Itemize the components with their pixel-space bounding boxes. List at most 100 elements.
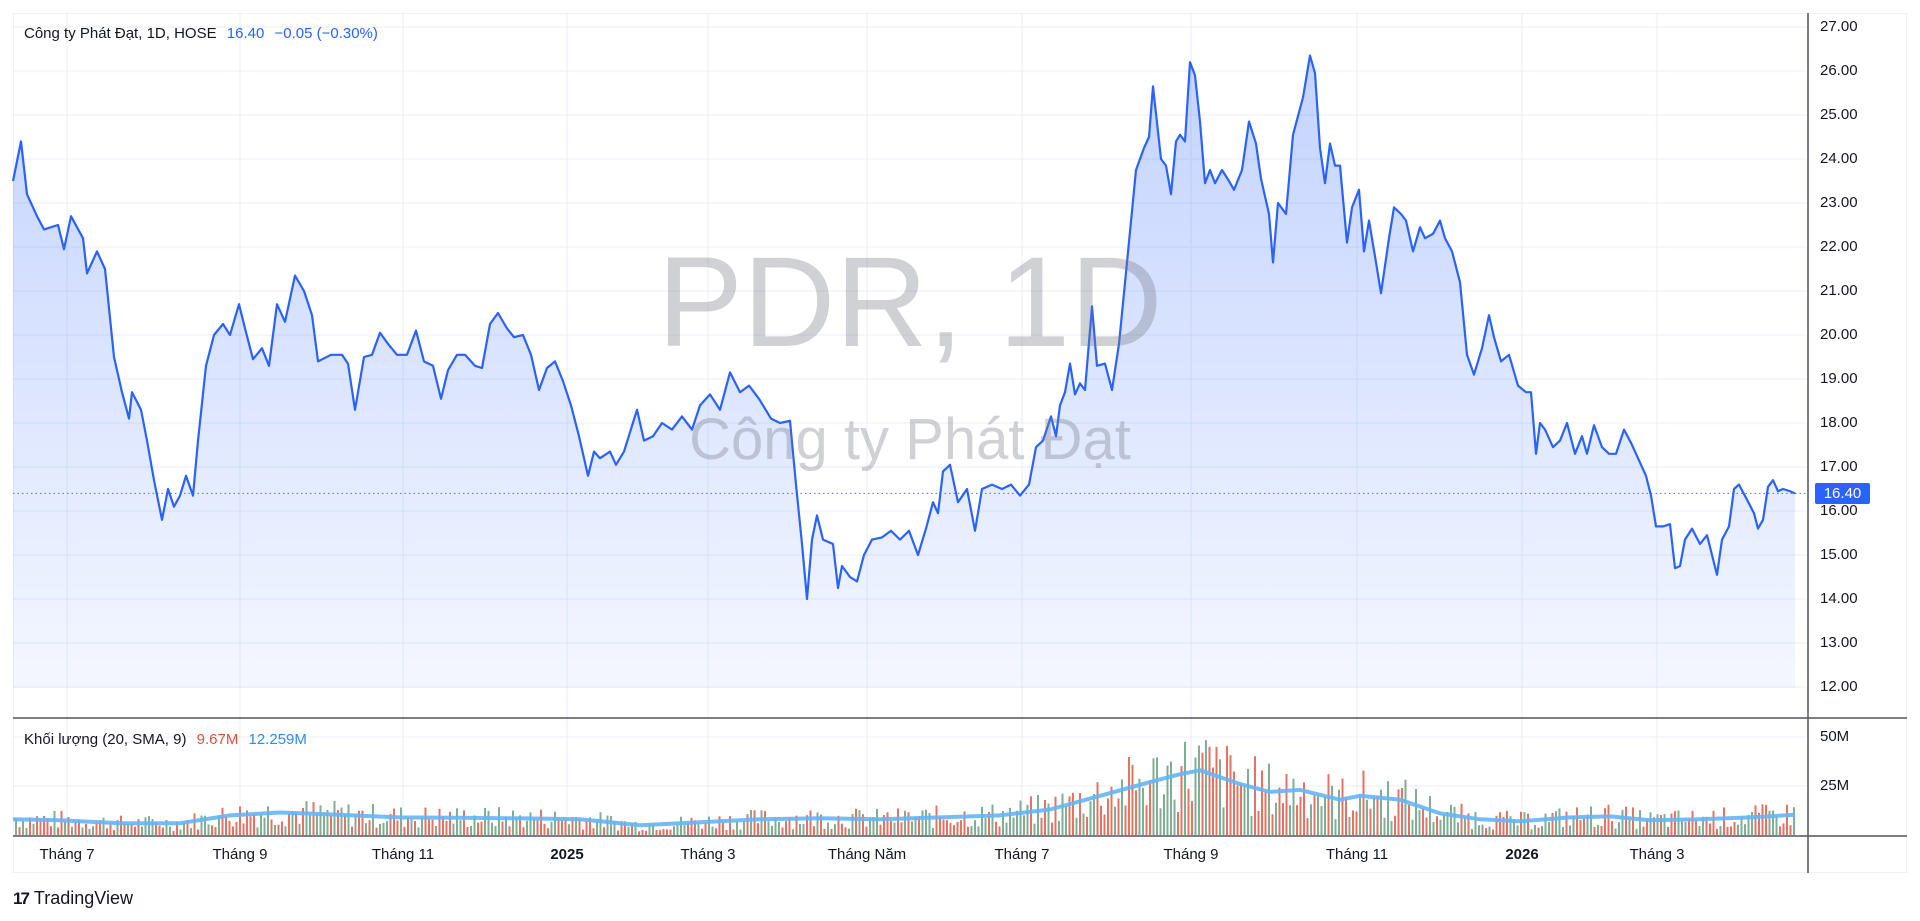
volume-bar (305, 801, 308, 835)
volume-bar (1397, 789, 1400, 835)
tradingview-logo[interactable]: 17 TradingView (13, 888, 133, 909)
volume-bar (1341, 778, 1344, 835)
volume-bar (165, 820, 168, 835)
volume-bar (715, 828, 717, 835)
volume-bar (827, 822, 829, 835)
volume-bar (1023, 815, 1025, 835)
volume-bar (1467, 813, 1470, 835)
volume-bar (74, 821, 77, 835)
volume-bar (1292, 778, 1295, 835)
volume-bar (760, 810, 763, 835)
volume-bar (1621, 809, 1624, 835)
volume-bar (1604, 808, 1606, 835)
volume-bar (781, 827, 784, 835)
price-tick: 23.00 (1820, 194, 1858, 211)
volume-bar (974, 820, 976, 835)
volume-legend[interactable]: Khối lượng (20, SMA, 9) 9.67M 12.259M (24, 731, 313, 748)
volume-bar (1107, 798, 1109, 835)
volume-bar (907, 812, 910, 835)
volume-bar (1527, 813, 1529, 835)
volume-bar (438, 808, 441, 835)
volume-bar (186, 820, 189, 835)
volume-bar (1229, 755, 1232, 835)
volume-bar (1446, 811, 1449, 835)
volume-bar (1299, 796, 1302, 835)
volume-bar (1593, 826, 1596, 835)
volume-bar (67, 817, 70, 835)
volume-bar (431, 819, 434, 835)
volume-bar (1695, 819, 1697, 835)
watermark-symbol: PDR, 1D (657, 231, 1163, 374)
volume-bar (1324, 796, 1326, 835)
volume-bar (463, 810, 465, 835)
volume-bar (662, 829, 665, 835)
volume-bar (1005, 822, 1008, 835)
symbol-title[interactable]: Công ty Phát Đạt, 1D, HOSE (24, 25, 217, 42)
volume-bar (1548, 821, 1550, 835)
volume-bar (823, 828, 826, 835)
volume-bar (1065, 805, 1067, 835)
volume-bar (1611, 821, 1613, 835)
volume-bar (1219, 759, 1221, 835)
volume-bar (253, 814, 255, 835)
volume-bar (582, 829, 584, 835)
volume-bar (64, 821, 66, 835)
volume-bar (554, 811, 556, 835)
volume-bar (529, 812, 532, 835)
volume-bar (690, 817, 693, 835)
volume-bar (466, 827, 469, 835)
volume-bar (78, 820, 80, 835)
volume-indicator-title[interactable]: Khối lượng (20, SMA, 9) (24, 731, 187, 748)
volume-bar (799, 824, 801, 835)
time-tick: Tháng 9 (1163, 846, 1219, 863)
volume-bar (988, 811, 990, 835)
volume-bar (71, 826, 73, 835)
volume-bar (1744, 824, 1746, 835)
volume-bar (1310, 804, 1312, 835)
volume-bar (1488, 826, 1491, 835)
volume-bar (858, 810, 861, 835)
volume-bar (424, 807, 427, 835)
volume-bar (620, 821, 623, 835)
volume-bar (330, 815, 332, 835)
volume-bar (1009, 807, 1011, 835)
volume-bar (900, 822, 903, 835)
volume-bar (1411, 819, 1414, 835)
volume-bar (627, 826, 630, 835)
volume-bar (1551, 813, 1554, 835)
volume-bar (144, 817, 147, 835)
volume-bar (1726, 826, 1729, 835)
volume-bar (1562, 827, 1564, 835)
volume-bar (1278, 787, 1281, 835)
volume-bar (1436, 816, 1438, 835)
volume-bar (879, 824, 882, 835)
volume-bar (1544, 813, 1547, 835)
volume-bar (897, 808, 899, 835)
volume-bar (729, 816, 731, 835)
volume-bar (22, 820, 24, 835)
volume-bar (277, 824, 280, 835)
volume-bar (1653, 817, 1655, 835)
volume-bar (669, 829, 672, 835)
volume-bar (1079, 793, 1081, 835)
volume-bar (1376, 795, 1379, 835)
volume-bar (526, 820, 528, 835)
volume-bar (1320, 806, 1323, 835)
volume-bar (666, 829, 668, 835)
volume-bar (1089, 801, 1092, 835)
volume-bar (739, 829, 742, 835)
volume-bar (1131, 764, 1134, 835)
volume-bar (1681, 821, 1683, 835)
volume-bar (60, 810, 63, 835)
volume-bar (312, 802, 315, 835)
volume-bar (704, 823, 707, 835)
volume-bar (46, 818, 49, 835)
volume-bar (501, 821, 504, 835)
volume-bar (1523, 812, 1526, 835)
volume-bar (393, 808, 395, 835)
volume-bar (204, 815, 206, 835)
volume-bar (109, 823, 112, 835)
series-legend[interactable]: Công ty Phát Đạt, 1D, HOSE 16.40 −0.05 (… (24, 25, 384, 42)
volume-bar (638, 831, 640, 835)
